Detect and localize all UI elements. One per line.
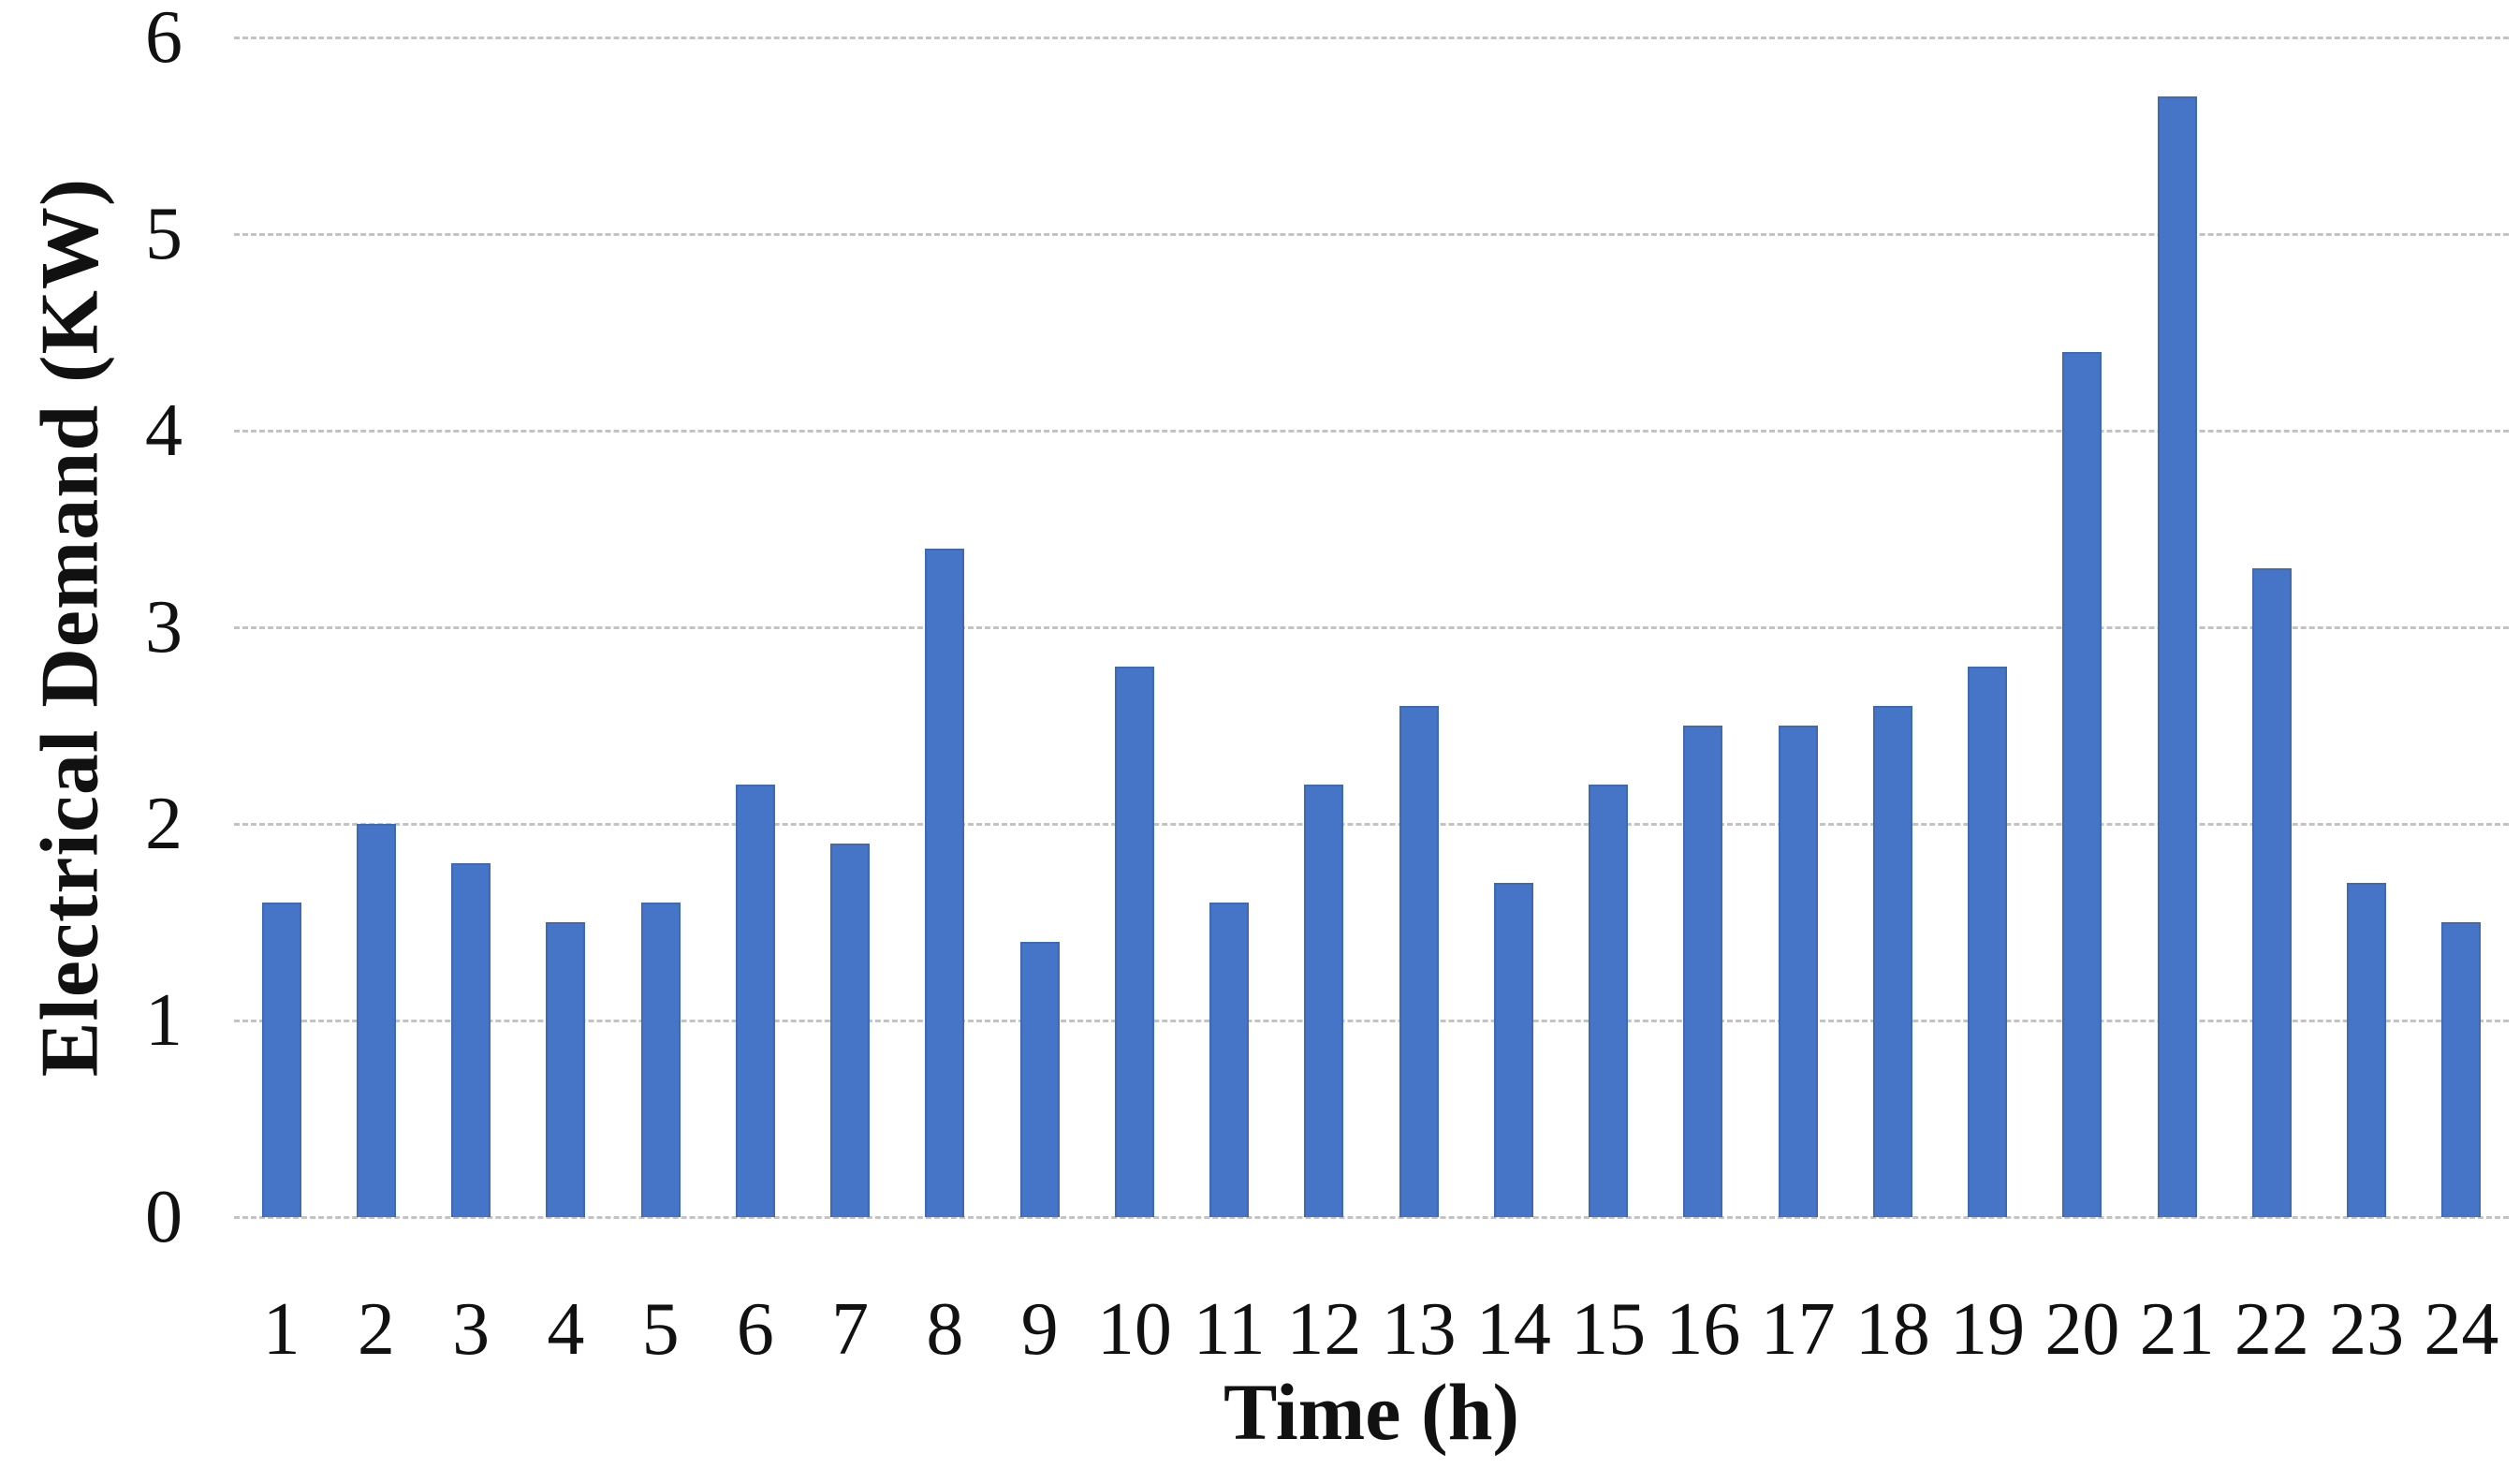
x-tick-label-20: 20 bbox=[2044, 1288, 2120, 1371]
x-tick-label-6: 6 bbox=[736, 1288, 774, 1371]
y-tick-label-3: 3 bbox=[145, 586, 183, 668]
bar-hour-2 bbox=[356, 824, 396, 1217]
bar-hour-11 bbox=[1209, 903, 1250, 1217]
x-tick-label-9: 9 bbox=[1020, 1288, 1059, 1371]
bar-hour-18 bbox=[1872, 706, 1912, 1217]
gridline-y4 bbox=[234, 430, 2509, 433]
x-tick-label-8: 8 bbox=[926, 1288, 964, 1371]
y-tick-label-1: 1 bbox=[145, 979, 183, 1062]
gridline-y2 bbox=[234, 823, 2509, 826]
bar-hour-16 bbox=[1683, 726, 1723, 1217]
bar-hour-15 bbox=[1589, 785, 1629, 1217]
x-tick-label-22: 22 bbox=[2234, 1288, 2309, 1371]
x-tick-label-7: 7 bbox=[831, 1288, 870, 1371]
bar-hour-19 bbox=[1968, 667, 2008, 1217]
bar-hour-12 bbox=[1304, 785, 1344, 1217]
x-tick-label-2: 2 bbox=[357, 1288, 395, 1371]
plot-area bbox=[234, 37, 2509, 1219]
y-tick-label-2: 2 bbox=[145, 783, 183, 865]
x-tick-label-14: 14 bbox=[1475, 1288, 1551, 1371]
y-axis-tick-labels: 0 1 2 3 4 5 6 bbox=[0, 0, 183, 1255]
bar-hour-13 bbox=[1399, 706, 1439, 1217]
gridline-y6 bbox=[234, 37, 2509, 39]
bar-hour-23 bbox=[2347, 883, 2387, 1217]
x-tick-label-15: 15 bbox=[1571, 1288, 1647, 1371]
bar-hour-5 bbox=[640, 903, 681, 1217]
x-tick-label-17: 17 bbox=[1760, 1288, 1836, 1371]
x-axis-title: Time (h) bbox=[1223, 1367, 1520, 1457]
bar-hour-17 bbox=[1778, 726, 1818, 1217]
gridline-y0 bbox=[234, 1216, 2509, 1219]
gridline-y1 bbox=[234, 1020, 2509, 1022]
x-tick-label-10: 10 bbox=[1096, 1288, 1172, 1371]
bar-hour-8 bbox=[925, 549, 965, 1217]
gridline-y3 bbox=[234, 626, 2509, 629]
bar-hour-21 bbox=[2157, 96, 2197, 1217]
x-axis-tick-labels: 1 2 3 4 5 6 7 8 9 10 11 12 13 14 15 16 17 18 19 20 21 22 23 24 bbox=[234, 1278, 2509, 1381]
x-tick-label-5: 5 bbox=[641, 1288, 680, 1371]
x-tick-label-3: 3 bbox=[452, 1288, 491, 1371]
x-tick-label-12: 12 bbox=[1286, 1288, 1362, 1371]
bar-hour-10 bbox=[1114, 667, 1154, 1217]
x-tick-label-1: 1 bbox=[262, 1288, 300, 1371]
gridline-y5 bbox=[234, 233, 2509, 236]
bar-hour-14 bbox=[1493, 883, 1533, 1217]
y-tick-label-4: 4 bbox=[145, 389, 183, 472]
bar-hour-3 bbox=[451, 863, 491, 1217]
x-tick-label-16: 16 bbox=[1665, 1288, 1741, 1371]
y-tick-label-5: 5 bbox=[145, 193, 183, 275]
x-tick-label-23: 23 bbox=[2329, 1288, 2405, 1371]
x-tick-label-21: 21 bbox=[2139, 1288, 2215, 1371]
x-tick-label-4: 4 bbox=[547, 1288, 585, 1371]
y-tick-label-6: 6 bbox=[145, 0, 183, 79]
y-tick-label-0: 0 bbox=[145, 1176, 183, 1258]
x-tick-label-18: 18 bbox=[1854, 1288, 1930, 1371]
bar-hour-22 bbox=[2251, 568, 2292, 1217]
bar-hour-4 bbox=[546, 922, 586, 1217]
bar-hour-7 bbox=[830, 844, 871, 1217]
bar-hour-24 bbox=[2441, 922, 2482, 1217]
bar-hour-20 bbox=[2062, 352, 2102, 1217]
bar-hour-9 bbox=[1019, 942, 1060, 1217]
bar-hour-1 bbox=[261, 903, 301, 1217]
x-tick-label-24: 24 bbox=[2424, 1288, 2499, 1371]
x-tick-label-11: 11 bbox=[1193, 1288, 1266, 1371]
x-tick-label-13: 13 bbox=[1381, 1288, 1457, 1371]
bar-hour-6 bbox=[735, 785, 775, 1217]
x-tick-label-19: 19 bbox=[1950, 1288, 2026, 1371]
